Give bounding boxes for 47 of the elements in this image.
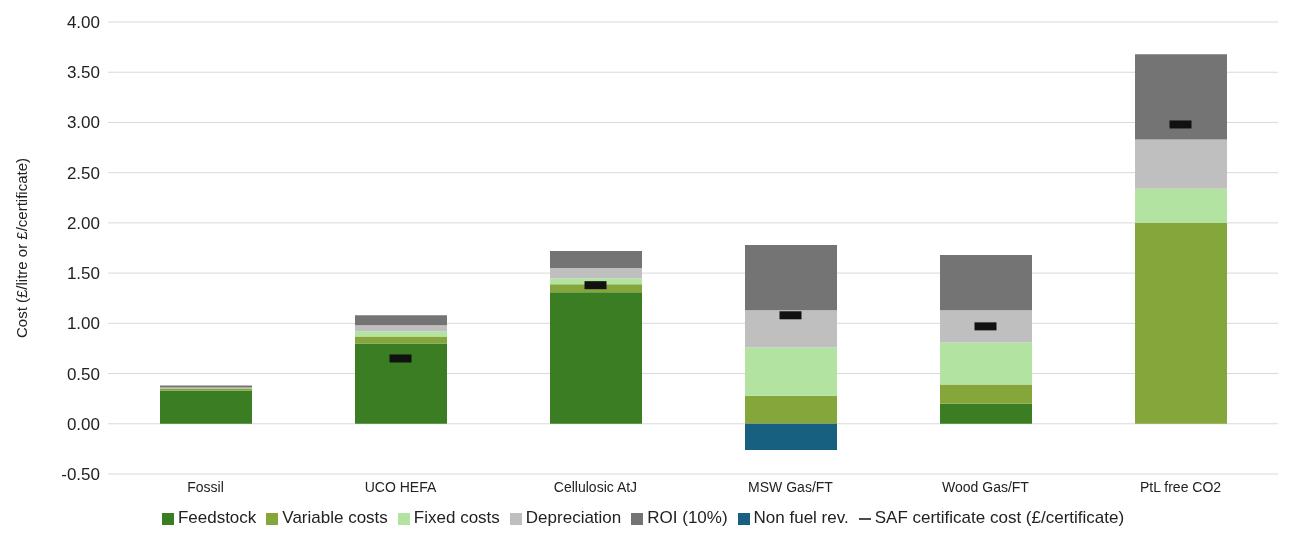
bar [940, 384, 1032, 404]
y-tick-label: 2.00 [66, 213, 100, 233]
legend-label: Variable costs [282, 508, 388, 527]
legend-label: Feedstock [177, 508, 257, 527]
legend-label: Fixed costs [413, 508, 500, 527]
x-tick-label: Wood Gas/FT [942, 478, 1030, 495]
bar [745, 347, 837, 396]
x-tick-label: UCO HEFA [364, 478, 437, 495]
bar [745, 423, 837, 450]
bar [160, 390, 252, 424]
y-tick-label: 1.00 [66, 314, 100, 334]
bar [1135, 188, 1227, 223]
bar [940, 255, 1032, 311]
bar [1135, 54, 1227, 140]
y-tick-label: 4.00 [66, 13, 100, 33]
y-tick-label: 1.50 [66, 264, 100, 284]
bar [745, 395, 837, 424]
bar [1135, 222, 1227, 424]
legend-label: Non fuel rev. [753, 508, 849, 527]
x-tick-label: Fossil [187, 478, 224, 495]
y-tick-label: -0.50 [61, 465, 100, 485]
y-tick-label: 0.00 [66, 414, 100, 434]
bar [355, 331, 447, 337]
x-tick-label: PtL free CO2 [1139, 478, 1222, 495]
bar [745, 310, 837, 348]
bar [355, 315, 447, 326]
bar [550, 268, 642, 279]
y-tick-label: 2.50 [66, 163, 100, 183]
bar [940, 342, 1032, 385]
legend-label: ROI (10%) [647, 508, 728, 527]
x-tick-label: MSW Gas/FT [748, 478, 834, 495]
bar [550, 292, 642, 424]
x-tick-label: Cellulosic AtJ [553, 478, 638, 495]
bar [355, 343, 447, 424]
bar [940, 403, 1032, 424]
y-axis-title: Cost (£/litre or £/certificate) [13, 157, 31, 339]
bar [355, 336, 447, 344]
y-tick-label: 0.50 [66, 364, 100, 384]
y-tick-label: 3.50 [66, 63, 100, 83]
y-tick-label: 3.00 [66, 113, 100, 133]
bar [940, 310, 1032, 343]
legend-label: SAF certificate cost (£/certificate) [874, 508, 1125, 527]
legend-label: Depreciation [525, 508, 622, 527]
bar [1135, 139, 1227, 189]
bar [355, 325, 447, 332]
bar [550, 251, 642, 269]
bar [745, 244, 837, 311]
